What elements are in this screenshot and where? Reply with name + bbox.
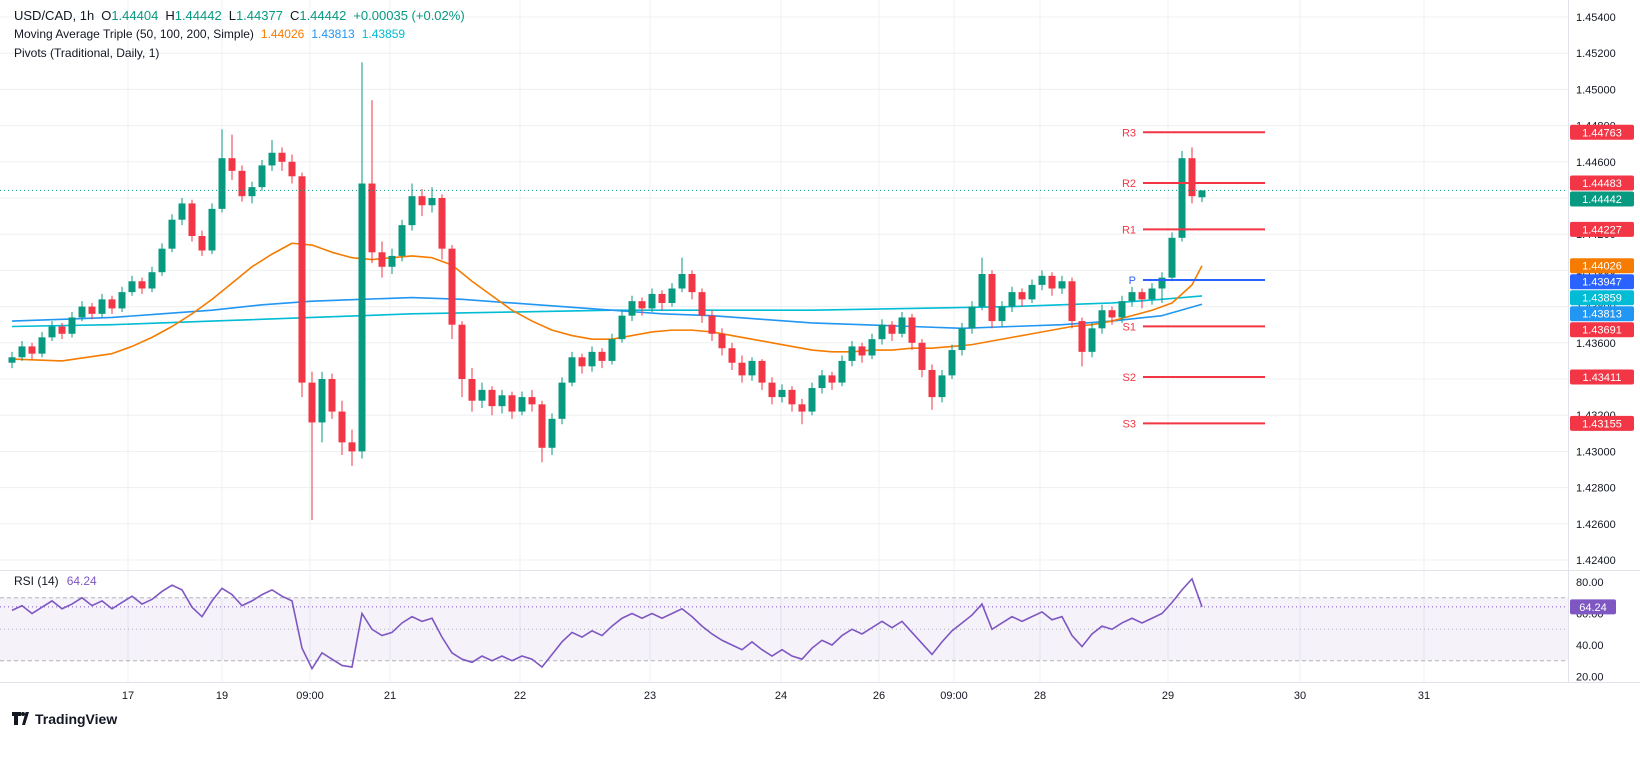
rsi-line [11, 577, 1203, 671]
ma-indicator-title: Moving Average Triple (50, 100, 200, Sim… [14, 27, 254, 41]
close-value: 1.44442 [299, 8, 347, 23]
svg-text:31: 31 [1418, 690, 1430, 702]
pivots-indicator-title: Pivots (Traditional, Daily, 1) [14, 46, 160, 60]
svg-text:80.00: 80.00 [1576, 577, 1604, 589]
svg-text:1.42400: 1.42400 [1576, 555, 1616, 567]
svg-text:R3: R3 [1122, 127, 1136, 139]
legend-symbol-row[interactable]: USD/CAD, 1h O 1.44404 H 1.44442 L 1.44377 C… [14, 8, 465, 27]
tradingview-wordmark: TradingView [35, 711, 118, 727]
svg-text:1.43600: 1.43600 [1576, 338, 1616, 350]
legend-pivots-row[interactable]: Pivots (Traditional, Daily, 1) [14, 46, 465, 65]
svg-text:24: 24 [775, 690, 787, 702]
svg-text:22: 22 [514, 690, 526, 702]
svg-text:1.45000: 1.45000 [1576, 84, 1616, 96]
open-value: 1.44404 [111, 8, 159, 23]
ma100-value: 1.43813 [311, 27, 355, 41]
ma50-value: 1.44026 [260, 27, 305, 41]
svg-text:S3: S3 [1123, 418, 1136, 430]
svg-text:20.00: 20.00 [1576, 672, 1604, 684]
svg-text:64.24: 64.24 [1579, 602, 1607, 614]
ma100-line [11, 296, 1203, 330]
ohlc-close: C 1.44442 [290, 8, 346, 23]
open-letter: O [101, 8, 112, 23]
svg-text:1.44026: 1.44026 [1582, 261, 1622, 273]
svg-text:1.43859: 1.43859 [1582, 293, 1622, 305]
ohlc-low: L 1.44377 [229, 8, 283, 23]
svg-text:1.43155: 1.43155 [1582, 418, 1622, 430]
legend-ma-row[interactable]: Moving Average Triple (50, 100, 200, Sim… [14, 27, 465, 46]
svg-text:1.45200: 1.45200 [1576, 48, 1616, 60]
svg-text:1.43411: 1.43411 [1583, 372, 1622, 384]
svg-text:1.44600: 1.44600 [1576, 157, 1616, 169]
change-label: +0.00035 (+0.02%) [353, 8, 465, 23]
ohlc-open: O 1.44404 [101, 8, 158, 23]
svg-text:1.42800: 1.42800 [1576, 483, 1616, 495]
svg-text:1.43691: 1.43691 [1582, 325, 1622, 337]
rsi-pane [0, 577, 1568, 671]
tradingview-logo-icon [12, 711, 29, 727]
pane-borders [0, 0, 1640, 683]
svg-text:1.44442: 1.44442 [1582, 194, 1622, 206]
svg-text:1.43813: 1.43813 [1582, 309, 1622, 321]
chart-canvas[interactable]: R3R2R1PS1S2S31.454001.452001.450001.4480… [0, 0, 1640, 706]
symbol-interval-label: USD/CAD, 1h [14, 8, 95, 23]
svg-text:S1: S1 [1123, 321, 1136, 333]
rsi-indicator-title: RSI (14) [14, 574, 59, 588]
svg-text:40.00: 40.00 [1576, 640, 1604, 652]
low-letter: L [228, 8, 236, 23]
svg-text:28: 28 [1034, 690, 1046, 702]
pivot-levels: R3 R2 R1 P S1 S2 S3 [1122, 127, 1265, 430]
svg-text:R2: R2 [1122, 178, 1136, 190]
svg-text:1.43947: 1.43947 [1582, 277, 1622, 289]
svg-text:19: 19 [216, 690, 228, 702]
high-letter: H [165, 8, 175, 23]
close-letter: C [289, 8, 300, 23]
svg-text:1.44763: 1.44763 [1582, 127, 1622, 139]
svg-text:21: 21 [384, 690, 396, 702]
svg-text:23: 23 [644, 690, 656, 702]
svg-text:09:00: 09:00 [940, 690, 968, 702]
high-value: 1.44442 [174, 8, 222, 23]
time-axis[interactable]: 17 19 09:00 21 22 23 24 26 09:00 28 29 30 31 [122, 690, 1430, 702]
svg-text:26: 26 [873, 690, 885, 702]
svg-text:1.43000: 1.43000 [1576, 446, 1616, 458]
rsi-value: 64.24 [66, 574, 97, 588]
ohlc-high: H 1.44442 [165, 8, 221, 23]
grid-lines [0, 0, 1568, 682]
svg-text:17: 17 [122, 690, 134, 702]
svg-text:30: 30 [1294, 690, 1306, 702]
rsi-legend-row[interactable]: RSI (14) 64.24 [14, 574, 97, 588]
legend-panel: USD/CAD, 1h O 1.44404 H 1.44442 L 1.44377 C… [14, 8, 465, 65]
svg-text:R1: R1 [1122, 224, 1136, 236]
svg-text:P: P [1129, 275, 1136, 287]
svg-text:1.44483: 1.44483 [1582, 178, 1622, 190]
price-axis[interactable]: 1.454001.452001.450001.448001.446001.444… [1576, 12, 1616, 684]
axis-badges: 1.44763 1.44483 1.44442 1.44227 1.44026 1.439… [1570, 124, 1634, 615]
ma50-line [11, 242, 1203, 362]
ma200-value: 1.43859 [361, 27, 406, 41]
low-value: 1.44377 [235, 8, 283, 23]
candles [8, 62, 1206, 521]
svg-text:S2: S2 [1123, 372, 1136, 384]
svg-text:1.44227: 1.44227 [1582, 224, 1622, 236]
svg-text:29: 29 [1162, 690, 1174, 702]
tradingview-attribution-link[interactable]: TradingView [12, 711, 117, 727]
svg-text:1.45400: 1.45400 [1576, 12, 1616, 24]
svg-text:1.42600: 1.42600 [1576, 519, 1616, 531]
svg-text:09:00: 09:00 [296, 690, 324, 702]
